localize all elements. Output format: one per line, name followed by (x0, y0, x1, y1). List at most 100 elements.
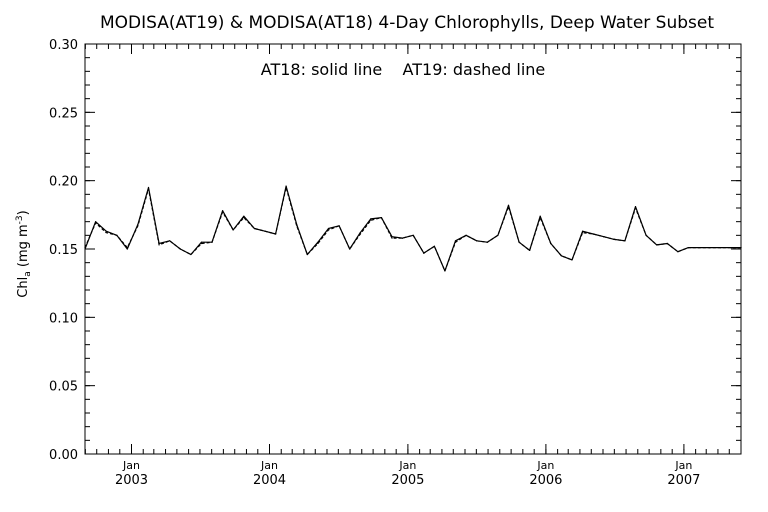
data-point-at19 (613, 238, 615, 240)
data-point-at19 (253, 227, 255, 230)
y-axis-label: Chla (mg m-3) (15, 210, 33, 297)
series-layer (84, 185, 742, 272)
series-style-annotation: AT18: solid line AT19: dashed line (261, 60, 546, 79)
data-point-at19 (232, 229, 234, 231)
data-point-at19 (126, 247, 128, 249)
data-point-at19 (582, 232, 584, 234)
series-at18 (84, 185, 742, 272)
y-tick-label: 0.10 (49, 311, 78, 326)
data-point-at19 (306, 253, 308, 256)
data-point-at18 (95, 221, 97, 223)
x-tick-year-label: 2004 (253, 473, 286, 488)
data-point-at19 (402, 237, 404, 239)
data-point-at19 (380, 217, 382, 219)
data-point-at19 (687, 247, 690, 249)
y-axis-label-close: ) (16, 210, 31, 215)
data-point-at19 (264, 230, 266, 232)
data-point-at19 (275, 233, 277, 235)
data-point-at18 (126, 248, 128, 250)
data-point-at19 (507, 206, 510, 208)
x-tick-year-label: 2006 (529, 473, 562, 488)
data-point-at19 (285, 186, 287, 189)
data-point-at18 (634, 206, 637, 208)
data-point-at19 (200, 242, 203, 245)
data-point-at18 (327, 227, 330, 230)
y-tick-label: 0.20 (49, 175, 78, 190)
y-tick-label: 0.15 (49, 243, 78, 258)
data-point-at19 (518, 241, 520, 243)
data-point-at19 (222, 211, 224, 213)
data-point-at19 (137, 225, 139, 227)
data-point-at18 (147, 186, 150, 189)
data-point-at19 (243, 217, 245, 219)
y-axis: 0.00 0.05 0.10 0.15 0.20 0.25 0.30 (49, 38, 741, 463)
data-point-at18 (200, 241, 203, 243)
data-point-at19 (571, 259, 573, 261)
data-point-at19 (656, 244, 658, 246)
data-point-at19 (179, 248, 181, 250)
data-point-at18 (222, 210, 224, 212)
data-point-at18 (370, 218, 372, 220)
data-point-at19 (370, 219, 372, 221)
plot-frame (84, 43, 742, 455)
data-point-at19 (84, 247, 86, 249)
data-point-at19 (592, 233, 594, 235)
data-point-at19 (529, 249, 531, 251)
data-point-at19 (476, 240, 478, 242)
data-point-at19 (634, 207, 637, 209)
data-point-at18 (137, 223, 139, 225)
data-point-at18 (582, 230, 584, 232)
data-point-at19 (709, 247, 711, 249)
data-point-at19 (338, 225, 340, 227)
data-point-at19 (317, 242, 319, 245)
x-tick-month-label: Jan (674, 459, 692, 472)
data-point-at19 (423, 252, 425, 254)
data-point-at18 (84, 248, 86, 250)
data-point-at19 (105, 232, 107, 234)
data-point-at19 (497, 234, 499, 236)
data-point-at19 (677, 251, 679, 253)
data-point-at19 (740, 247, 742, 249)
data-point-at19 (391, 237, 393, 239)
data-point-at19 (465, 234, 467, 236)
data-point-at19 (147, 188, 150, 190)
data-point-at19 (327, 229, 330, 231)
data-point-at19 (624, 240, 626, 242)
data-point-at19 (359, 233, 361, 235)
data-point-at19 (412, 234, 414, 236)
data-point-at19 (698, 247, 700, 249)
data-point-at18 (507, 204, 510, 206)
data-point-at19 (158, 244, 160, 246)
data-point-at18 (105, 230, 107, 232)
y-axis-label-exponent: -3 (15, 215, 25, 224)
data-point-at19 (444, 270, 446, 272)
x-tick-month-label: Jan (536, 459, 554, 472)
data-point-at19 (211, 241, 213, 243)
x-tick-year-label: 2005 (391, 473, 424, 488)
data-point-at19 (433, 245, 435, 247)
y-tick-label: 0.05 (49, 380, 78, 395)
y-axis-label-main: Chl (16, 277, 31, 298)
data-point-at19 (666, 242, 668, 245)
data-point-at19 (169, 240, 171, 242)
data-point-at19 (296, 225, 298, 227)
data-point-at18 (285, 185, 287, 187)
series-line-at19 (84, 186, 741, 272)
x-tick-month-label: Jan (398, 459, 416, 472)
data-point-at19 (539, 217, 541, 219)
x-tick-month-label: Jan (122, 459, 140, 472)
data-point-at19 (603, 236, 605, 238)
x-tick-month-label: Jan (260, 459, 278, 472)
data-point-at19 (349, 248, 351, 250)
y-axis-label-subscript: a (23, 271, 33, 277)
data-point-at18 (243, 215, 245, 217)
series-at19 (84, 186, 742, 272)
x-tick-year-label: 2007 (667, 473, 700, 488)
data-point-at19 (454, 241, 457, 243)
data-point-at18 (539, 215, 541, 217)
data-point-at19 (95, 222, 97, 224)
data-point-at19 (560, 255, 563, 257)
